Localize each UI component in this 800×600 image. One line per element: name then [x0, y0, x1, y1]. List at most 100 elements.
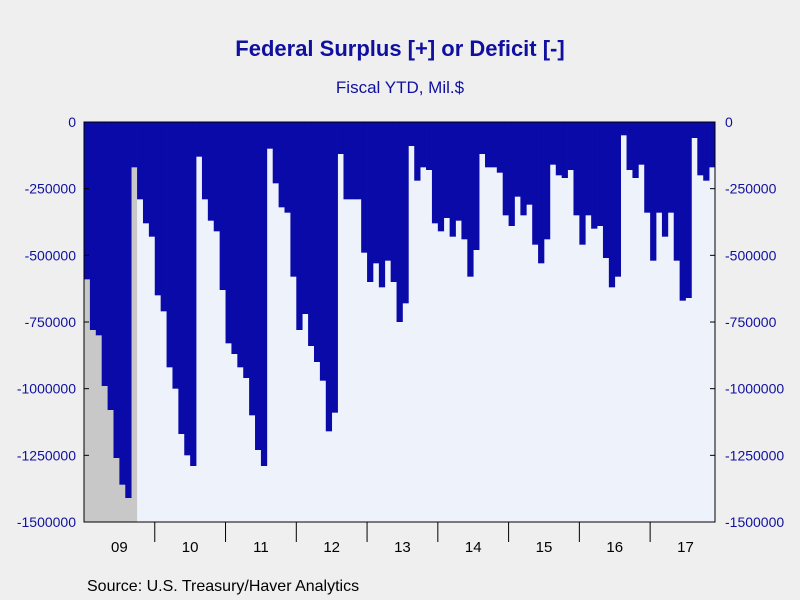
y-tick-label-right: -1250000 — [725, 447, 784, 463]
bar — [219, 122, 226, 290]
chart-subtitle: Fiscal YTD, Mil.$ — [335, 78, 465, 97]
y-tick-label-right: -1000000 — [725, 381, 784, 397]
bar — [502, 122, 509, 216]
bar — [302, 122, 309, 314]
y-tick-label-left: -500000 — [25, 247, 77, 263]
bar — [561, 122, 568, 178]
bar — [467, 122, 474, 277]
y-tick-label-right: -250000 — [725, 181, 777, 197]
bar — [426, 122, 433, 170]
bar — [443, 122, 450, 218]
bar — [414, 122, 421, 181]
bar — [201, 122, 209, 200]
bar — [290, 122, 297, 277]
bar — [343, 122, 350, 200]
bar — [396, 122, 403, 322]
bar — [378, 122, 386, 288]
bar — [260, 122, 268, 466]
x-tick-label: 13 — [394, 539, 411, 556]
x-tick-label: 14 — [465, 539, 482, 556]
bar — [567, 122, 574, 170]
bar — [650, 122, 657, 261]
bar — [626, 122, 633, 170]
bar — [431, 122, 439, 224]
bar — [113, 122, 120, 458]
bar — [661, 122, 669, 237]
bar — [644, 122, 651, 213]
bar — [479, 122, 486, 154]
bar — [337, 122, 344, 154]
bar — [355, 122, 362, 200]
bar — [485, 122, 492, 168]
bar — [154, 122, 162, 296]
bar — [278, 122, 285, 208]
bar — [142, 122, 150, 224]
y-tick-label-right: -750000 — [725, 314, 777, 330]
bar — [272, 122, 279, 184]
bar — [508, 122, 515, 226]
bar — [284, 122, 291, 213]
y-tick-label-left: -1000000 — [17, 381, 76, 397]
bar — [184, 122, 191, 456]
bar — [549, 122, 557, 165]
bar — [691, 122, 698, 138]
bar — [384, 122, 392, 261]
x-tick-label: 10 — [182, 539, 199, 556]
y-tick-label-right: -1500000 — [725, 514, 784, 530]
bar — [313, 122, 321, 362]
bar — [89, 122, 97, 330]
x-tick-label: 12 — [323, 539, 340, 556]
bar — [95, 122, 103, 336]
y-tick-label-right: -500000 — [725, 247, 777, 263]
bar — [543, 122, 551, 240]
bar — [532, 122, 539, 245]
bar — [538, 122, 545, 264]
bar — [579, 122, 586, 245]
bar — [697, 122, 704, 176]
bar — [673, 122, 680, 261]
bar — [213, 122, 220, 232]
bar — [84, 122, 91, 280]
bar — [196, 122, 203, 157]
chart-title: Federal Surplus [+] or Deficit [-] — [235, 36, 565, 61]
bar — [402, 122, 409, 304]
bar — [709, 122, 716, 168]
bar — [608, 122, 616, 288]
bar — [703, 122, 710, 181]
bar — [325, 122, 333, 432]
bar — [461, 122, 468, 240]
bar — [685, 122, 692, 298]
bar — [243, 122, 250, 378]
x-tick-label: 09 — [111, 539, 128, 556]
y-tick-label-left: -1500000 — [17, 514, 76, 530]
bar — [667, 122, 675, 213]
bar — [249, 122, 256, 416]
x-tick-label: 15 — [536, 539, 553, 556]
bar — [555, 122, 563, 176]
bar — [255, 122, 262, 450]
bar — [585, 122, 592, 216]
x-tick-label: 16 — [606, 539, 623, 556]
y-tick-label-left: -1250000 — [17, 447, 76, 463]
bar — [573, 122, 580, 216]
bar — [638, 122, 645, 165]
bar — [367, 122, 374, 282]
bar — [119, 122, 126, 485]
y-tick-label-left: -250000 — [25, 181, 77, 197]
bar — [437, 122, 445, 232]
bar — [632, 122, 639, 178]
bar — [526, 122, 533, 205]
bar — [372, 122, 380, 264]
bar — [131, 122, 138, 168]
x-tick-label: 17 — [677, 539, 694, 556]
bar — [520, 122, 527, 216]
bar — [514, 122, 521, 197]
bar — [237, 122, 244, 368]
bar — [137, 122, 144, 200]
bar — [591, 122, 598, 229]
bar — [602, 122, 610, 258]
bar — [107, 122, 114, 410]
bar — [225, 122, 232, 344]
bar — [361, 122, 368, 253]
bar — [473, 122, 480, 250]
